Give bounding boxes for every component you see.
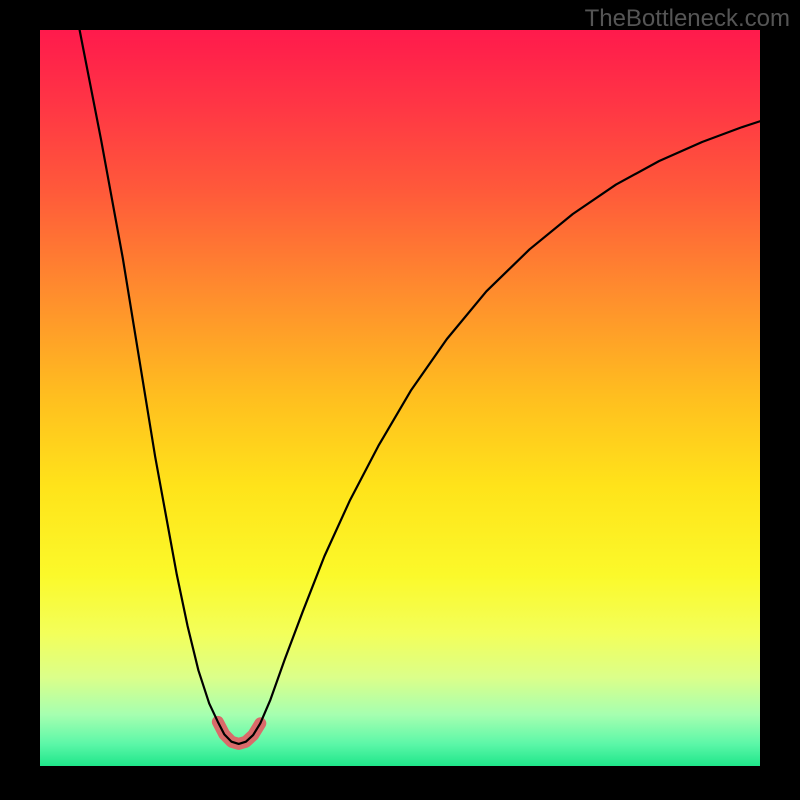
chart-canvas: TheBottleneck.com [0,0,800,800]
watermark-label: TheBottleneck.com [585,5,790,33]
plot-area [40,30,760,766]
